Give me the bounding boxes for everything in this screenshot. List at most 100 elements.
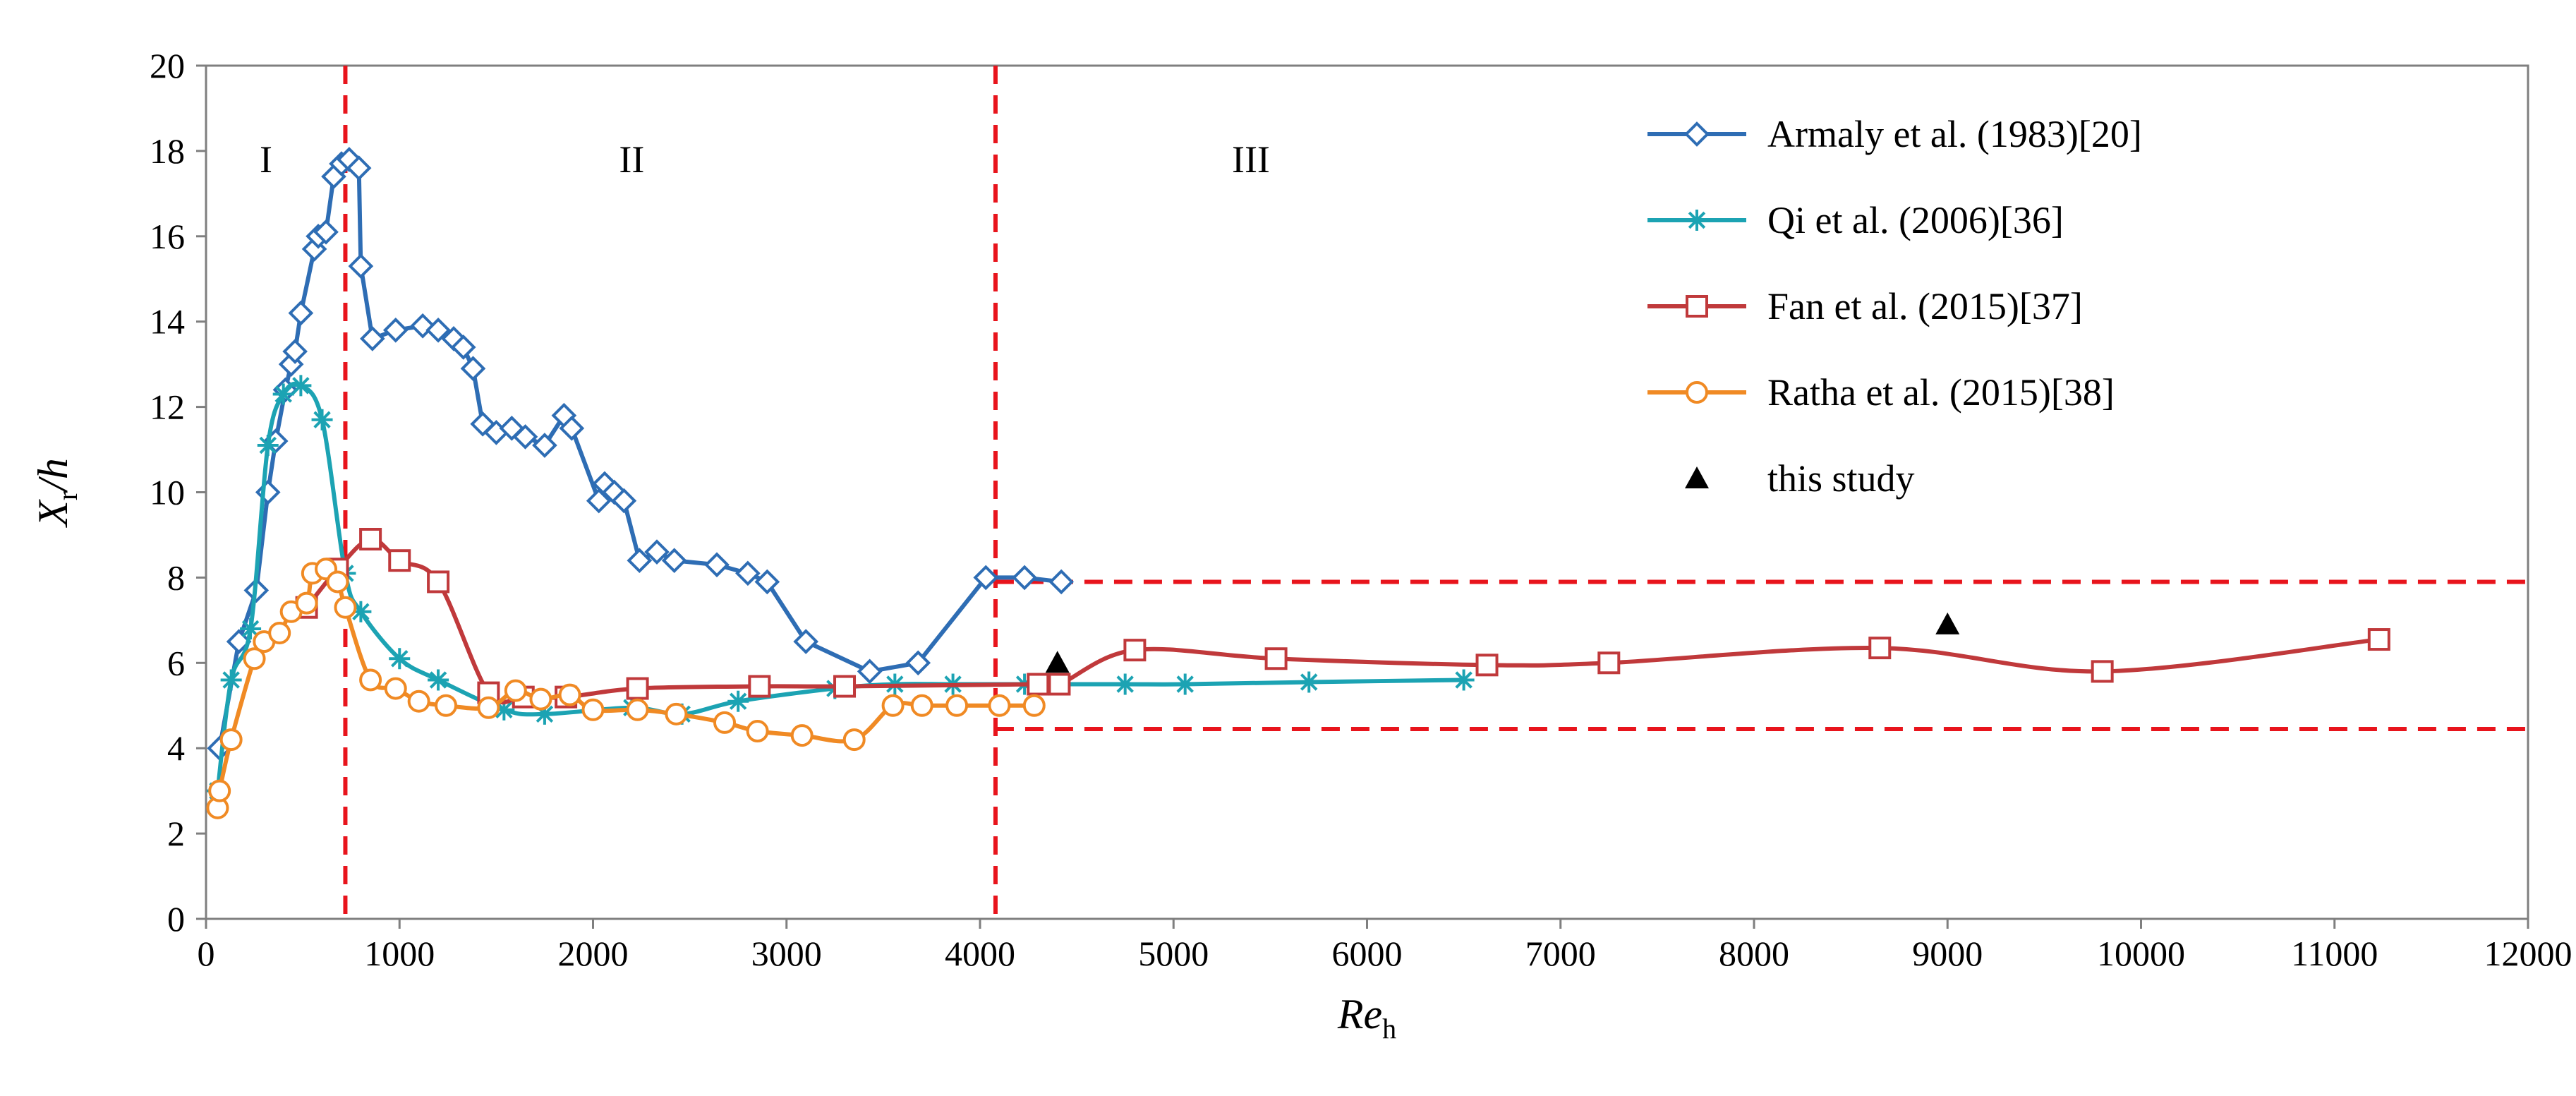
data-point-square bbox=[1686, 295, 1708, 318]
data-point-diamond bbox=[735, 560, 761, 586]
series-line bbox=[305, 536, 2380, 705]
data-point-circle bbox=[910, 694, 933, 717]
y-tick-label: 20 bbox=[150, 46, 185, 85]
legend-item: Qi et al. (2006)[36] bbox=[1647, 199, 2064, 241]
x-tick-label: 8000 bbox=[1719, 934, 1789, 973]
data-point-circle bbox=[881, 694, 905, 717]
data-point-square bbox=[833, 675, 857, 698]
star-stroke bbox=[222, 671, 240, 689]
data-point-triangle bbox=[1685, 466, 1709, 488]
data-point-star bbox=[1114, 673, 1136, 695]
x-tick-label: 5000 bbox=[1138, 934, 1209, 973]
data-point-diamond bbox=[450, 335, 476, 360]
y-tick-label: 14 bbox=[150, 302, 185, 342]
data-point-circle bbox=[219, 728, 243, 752]
series-0 bbox=[207, 147, 1075, 761]
legend-label: Armaly et al. (1983)[20] bbox=[1767, 113, 2142, 155]
data-point-square bbox=[748, 675, 771, 698]
star-stroke bbox=[1116, 675, 1134, 693]
data-point-diamond bbox=[704, 552, 730, 578]
y-tick-label: 12 bbox=[150, 387, 185, 427]
x-tick-label: 1000 bbox=[364, 934, 435, 973]
data-point-circle bbox=[243, 647, 266, 670]
data-point-circle bbox=[529, 687, 552, 711]
data-point-circle bbox=[790, 724, 814, 747]
y-tick-label: 10 bbox=[150, 473, 185, 512]
data-point-diamond bbox=[661, 548, 687, 574]
data-point-circle bbox=[1022, 694, 1046, 717]
data-point-star bbox=[727, 690, 749, 712]
data-point-circle bbox=[581, 698, 605, 721]
axes-layer: 0 1000 2000 3000 4000 5000 6000 7000 8000 9000 100… bbox=[30, 46, 2572, 1044]
data-point-star bbox=[220, 669, 242, 691]
data-point-square bbox=[427, 570, 450, 594]
y-tick-label: 4 bbox=[167, 728, 185, 768]
data-point-circle bbox=[945, 694, 969, 717]
data-point-square bbox=[1597, 651, 1621, 675]
data-point-diamond bbox=[905, 650, 931, 676]
data-point-diamond bbox=[1048, 569, 1075, 595]
y-tick-label: 16 bbox=[150, 217, 185, 256]
star-stroke bbox=[1455, 671, 1473, 689]
data-point-diamond bbox=[532, 433, 557, 458]
data-point-square bbox=[1123, 639, 1147, 662]
legend-label: Qi et al. (2006)[36] bbox=[1767, 199, 2064, 241]
x-axis-title: Reh bbox=[1337, 991, 1396, 1044]
region-label: I bbox=[260, 138, 272, 181]
data-point-diamond bbox=[559, 415, 585, 441]
data-point-diamond bbox=[644, 539, 670, 565]
data-point-diamond bbox=[288, 300, 314, 326]
data-point-square bbox=[626, 677, 649, 700]
data-point-circle bbox=[988, 694, 1011, 717]
region-label: II bbox=[619, 138, 644, 181]
data-point-diamond bbox=[346, 155, 372, 181]
data-point-circle bbox=[477, 696, 500, 719]
legend-label: Ratha et al. (2015)[38] bbox=[1767, 371, 2115, 414]
y-tick-label: 0 bbox=[167, 899, 185, 939]
data-point-diamond bbox=[512, 424, 538, 450]
data-point-diamond bbox=[611, 488, 637, 514]
x-tick-label: 3000 bbox=[751, 934, 822, 973]
data-point-circle bbox=[504, 679, 527, 702]
star-stroke bbox=[313, 411, 331, 428]
data-point-diamond bbox=[973, 565, 999, 591]
legend-label: Fan et al. (2015)[37] bbox=[1767, 285, 2083, 327]
series-3 bbox=[206, 558, 1046, 819]
data-point-diamond bbox=[1012, 565, 1037, 591]
data-point-triangle bbox=[1935, 612, 1960, 634]
data-point-diamond bbox=[460, 356, 486, 382]
data-point-star bbox=[1686, 210, 1707, 231]
data-point-diamond bbox=[857, 658, 883, 685]
y-axis-title: Xr/h bbox=[30, 458, 83, 528]
data-point-star bbox=[311, 409, 333, 430]
star-stroke bbox=[729, 692, 747, 710]
data-point-square bbox=[1048, 673, 1071, 696]
data-point-circle bbox=[295, 591, 318, 615]
series-layer bbox=[206, 147, 2390, 819]
data-point-circle bbox=[842, 728, 866, 752]
x-tick-label: 12000 bbox=[2484, 934, 2572, 973]
star-stroke bbox=[495, 701, 513, 719]
star-stroke bbox=[536, 705, 554, 723]
data-point-square bbox=[388, 549, 411, 572]
star-stroke bbox=[1176, 675, 1194, 693]
legend-label: this study bbox=[1767, 457, 1915, 500]
data-point-square bbox=[1027, 673, 1050, 696]
data-point-triangle bbox=[1045, 651, 1070, 673]
x-tick-label: 11000 bbox=[2291, 934, 2378, 973]
data-point-circle bbox=[384, 677, 407, 700]
data-point-star bbox=[389, 648, 411, 670]
data-point-circle bbox=[665, 702, 688, 725]
data-point-square bbox=[2367, 628, 2390, 651]
data-point-star bbox=[290, 375, 312, 397]
data-point-diamond bbox=[627, 548, 653, 574]
legend-item: Ratha et al. (2015)[38] bbox=[1647, 371, 2115, 414]
series-line bbox=[215, 381, 1464, 792]
data-point-diamond bbox=[382, 317, 409, 343]
series-4 bbox=[1045, 612, 1960, 673]
legend: Armaly et al. (1983)[20] Qi et al. (2006)… bbox=[1647, 113, 2142, 500]
plot-frame bbox=[205, 64, 2529, 920]
y-tick-label: 6 bbox=[167, 643, 185, 682]
y-tick-label: 18 bbox=[150, 131, 185, 171]
